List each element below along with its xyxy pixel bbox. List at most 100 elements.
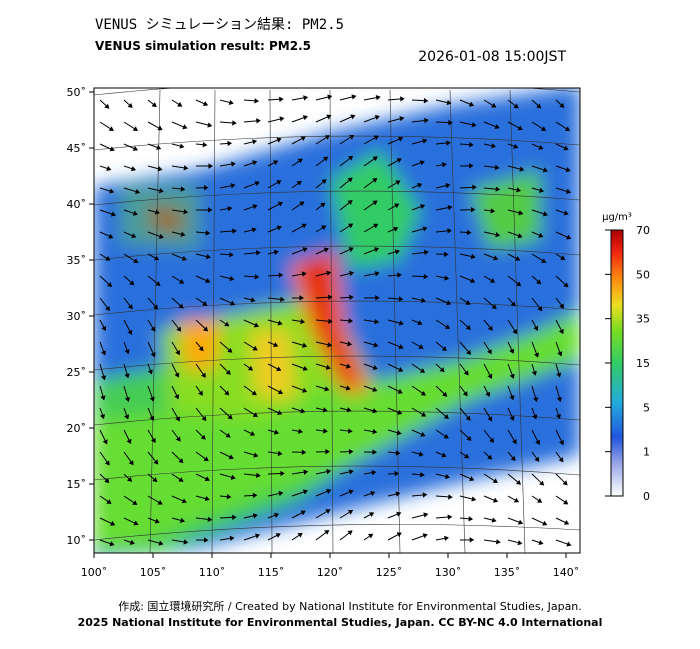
wind-arrow-head [533, 352, 539, 358]
wind-arrow-head [536, 498, 543, 503]
wind-arrow-head [124, 373, 130, 379]
wind-arrow-head [297, 532, 303, 538]
wind-arrow-head [326, 469, 332, 475]
wind-arrow-head [276, 137, 282, 143]
wind-arrow-head [374, 271, 380, 277]
wind-arrow-head [131, 233, 137, 239]
wind-arrow-head [398, 136, 404, 142]
wind-arrow-head [230, 183, 236, 189]
wind-arrow-head [489, 437, 494, 443]
wind-arrow-head [224, 321, 230, 327]
wind-arrow-head [175, 436, 181, 442]
wind-arrow-head [566, 188, 572, 194]
wind-arrow-head [398, 367, 404, 372]
wind-arrow-head [374, 318, 380, 325]
wind-arrow-head [254, 180, 260, 187]
wind-arrow-head [302, 489, 309, 495]
wind-arrow-head [375, 95, 381, 101]
wind-arrow-head [133, 258, 139, 264]
wind-arrow-head [347, 177, 353, 183]
wind-arrow-head [132, 210, 138, 216]
wind-arrow-head [487, 349, 492, 355]
wind-arrow-head [203, 456, 209, 462]
wind-arrow-head [350, 114, 356, 120]
wind-arrow-head [395, 180, 401, 186]
wind-arrow-head [104, 103, 110, 109]
wind-arrow-head [325, 449, 330, 455]
wind-arrow-head [127, 476, 133, 482]
wind-arrow-head [322, 407, 328, 413]
wind-arrow-head [302, 115, 308, 121]
wind-arrow-head [347, 428, 353, 434]
wind-arrow-head [394, 203, 400, 209]
wind-arrow-head [422, 492, 428, 498]
wind-arrow-head [542, 211, 548, 217]
wind-arrow-head [302, 247, 308, 253]
wind-arrow-head [252, 139, 258, 145]
wind-arrow-head [124, 397, 131, 403]
wind-arrow-head [326, 488, 332, 494]
wind-arrow-head [560, 255, 566, 260]
wind-arrow-head [540, 126, 547, 131]
wind-arrow-head [533, 325, 539, 331]
wind-arrow-head [202, 300, 208, 306]
wind-arrow-head [279, 116, 285, 122]
wind-arrow-head [299, 201, 305, 207]
map-frame [93, 87, 581, 554]
lat-label: 25˚ [67, 366, 87, 379]
wind-arrow-head [423, 512, 429, 518]
wind-arrow-head [536, 279, 542, 285]
wind-arrow-head [531, 370, 537, 376]
wind-arrow-head [562, 480, 568, 486]
wind-arrow-head [346, 407, 352, 413]
wind-arrow-head [202, 101, 209, 107]
wind-arrow-head [395, 491, 401, 497]
wind-arrow-head [539, 480, 545, 486]
wind-arrow-head [203, 185, 209, 191]
wind-arrow-head [419, 160, 425, 166]
wind-arrow-head [566, 234, 572, 240]
wind-arrow-head [348, 448, 354, 455]
wind-arrow-head [320, 202, 326, 208]
wind-arrow-head [372, 449, 378, 455]
wind-arrow-head [205, 278, 211, 283]
wind-arrow-head [538, 232, 544, 238]
wind-arrow-head [299, 295, 304, 301]
wind-arrow-head [423, 98, 429, 104]
wind-arrow-head [323, 428, 328, 434]
wind-arrow-head [232, 120, 237, 126]
wind-arrow-head [424, 249, 429, 256]
wind-arrow-head [566, 541, 572, 547]
wind-arrow-head [177, 101, 183, 107]
wind-arrow-head [444, 251, 449, 258]
wind-arrow-head [394, 249, 400, 255]
wind-arrow-head [208, 163, 213, 169]
wind-arrow-head [394, 470, 400, 477]
wind-arrow-head [106, 499, 112, 504]
wind-arrow-head [247, 365, 254, 371]
wind-arrow-head [448, 494, 453, 500]
wind-arrow-head [178, 303, 184, 309]
wind-arrow-head [301, 223, 307, 229]
wind-arrow-head [178, 278, 185, 284]
wind-arrow-head [157, 499, 163, 505]
wind-arrow-head [279, 96, 284, 102]
wind-arrow-head [470, 278, 476, 284]
wind-arrow-head [328, 318, 333, 324]
wind-arrow-head [129, 280, 135, 286]
wind-arrow-head [321, 179, 327, 185]
wind-arrow-head [347, 200, 353, 205]
wind-arrow-head [156, 144, 162, 150]
wind-arrow-head [280, 470, 285, 477]
wind-arrow-head [397, 388, 403, 394]
wind-arrow-head [419, 368, 426, 373]
wind-arrow-head [324, 529, 330, 535]
lon-label: 130˚ [435, 566, 462, 579]
wind-arrow-head [532, 414, 538, 420]
wind-arrow-head [147, 369, 153, 375]
wind-arrow-head [179, 517, 186, 523]
wind-arrow-head [518, 519, 524, 525]
wind-arrow-head [559, 303, 565, 309]
wind-arrow-head [493, 255, 499, 261]
wind-arrow-head [509, 373, 515, 379]
